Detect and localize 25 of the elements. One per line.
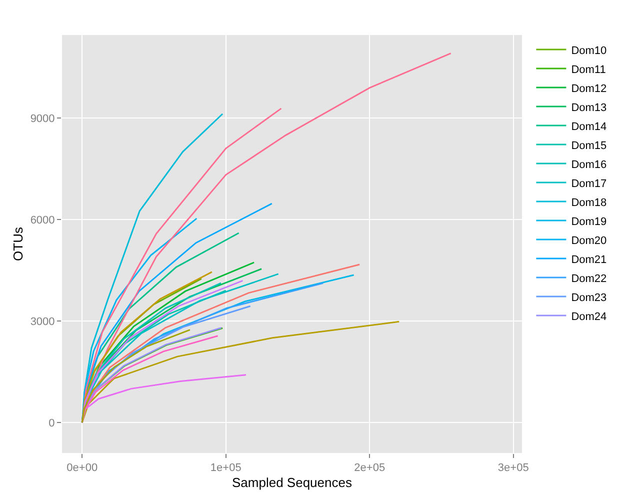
- legend-label: Dom24: [571, 310, 607, 323]
- legend-label: Dom15: [571, 140, 607, 152]
- x-axis-title: Sampled Sequences: [232, 474, 352, 490]
- y-axis-title: OTUs: [10, 226, 26, 261]
- legend-label: Dom18: [571, 196, 607, 209]
- y-tick-label: 0: [48, 417, 55, 430]
- legend-label: Dom10: [571, 44, 607, 57]
- legend-label: Dom12: [571, 82, 607, 95]
- x-tick-label: 2e+05: [354, 462, 386, 474]
- legend-label: Dom19: [571, 216, 607, 228]
- legend-label: Dom21: [571, 254, 607, 266]
- y-tick-label: 3000: [30, 316, 55, 328]
- legend-label: Dom20: [571, 234, 607, 247]
- y-tick-label: 9000: [30, 112, 55, 125]
- legend-label: Dom23: [571, 292, 607, 304]
- legend-label: Dom13: [571, 102, 607, 114]
- legend-label: Dom17: [571, 178, 607, 190]
- legend-label: Dom11: [571, 64, 606, 76]
- x-tick-label: 3e+05: [498, 462, 529, 474]
- x-tick-label: 1e+05: [210, 462, 242, 474]
- legend-label: Dom22: [571, 272, 607, 285]
- legend-label: Dom14: [571, 120, 607, 133]
- y-tick-label: 6000: [30, 214, 55, 226]
- legend-label: Dom16: [571, 158, 607, 171]
- x-tick-label: 0e+00: [66, 462, 98, 474]
